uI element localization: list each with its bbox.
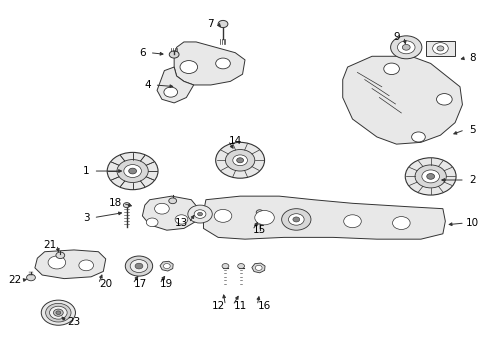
Text: 23: 23 xyxy=(67,317,81,327)
Circle shape xyxy=(49,306,67,319)
Text: 2: 2 xyxy=(469,175,475,185)
Text: 6: 6 xyxy=(139,48,146,58)
Circle shape xyxy=(218,21,228,28)
Text: 14: 14 xyxy=(229,136,242,145)
Circle shape xyxy=(125,256,153,276)
Circle shape xyxy=(237,158,244,163)
Text: 15: 15 xyxy=(253,225,266,235)
Circle shape xyxy=(163,264,170,269)
Circle shape xyxy=(256,210,263,215)
Text: 17: 17 xyxy=(133,279,147,289)
Text: 10: 10 xyxy=(466,218,479,228)
Text: 5: 5 xyxy=(469,125,475,135)
Circle shape xyxy=(343,215,361,228)
Text: 13: 13 xyxy=(175,218,188,228)
Circle shape xyxy=(155,203,169,214)
Polygon shape xyxy=(426,41,455,56)
Circle shape xyxy=(405,158,456,195)
Circle shape xyxy=(48,256,66,269)
Text: 9: 9 xyxy=(393,32,400,41)
Circle shape xyxy=(164,87,177,97)
Text: 16: 16 xyxy=(258,301,271,311)
Text: 7: 7 xyxy=(207,19,214,29)
Polygon shape xyxy=(252,263,265,273)
Text: 22: 22 xyxy=(8,275,21,285)
Circle shape xyxy=(188,205,212,223)
Circle shape xyxy=(282,209,311,230)
Circle shape xyxy=(169,51,179,58)
Circle shape xyxy=(56,252,65,258)
Polygon shape xyxy=(343,56,463,144)
Circle shape xyxy=(194,210,206,219)
Text: 19: 19 xyxy=(160,279,173,289)
Circle shape xyxy=(123,203,130,208)
Circle shape xyxy=(214,210,232,222)
Polygon shape xyxy=(35,250,106,279)
Circle shape xyxy=(56,311,61,315)
Circle shape xyxy=(433,42,448,54)
Circle shape xyxy=(107,152,158,190)
Text: 20: 20 xyxy=(99,279,112,289)
Circle shape xyxy=(169,198,176,204)
Circle shape xyxy=(147,218,158,226)
Circle shape xyxy=(238,264,245,269)
Circle shape xyxy=(130,260,148,273)
Circle shape xyxy=(427,174,435,179)
Circle shape xyxy=(46,303,71,322)
Circle shape xyxy=(26,274,35,281)
Circle shape xyxy=(415,165,446,188)
Circle shape xyxy=(422,170,440,183)
Circle shape xyxy=(222,264,229,269)
Circle shape xyxy=(391,36,422,59)
Text: 11: 11 xyxy=(234,301,247,311)
Text: 8: 8 xyxy=(469,53,475,63)
Circle shape xyxy=(41,300,75,325)
Circle shape xyxy=(384,63,399,75)
Text: 3: 3 xyxy=(83,213,90,222)
Text: 4: 4 xyxy=(144,80,150,90)
Circle shape xyxy=(402,44,410,50)
Circle shape xyxy=(79,260,94,271)
Circle shape xyxy=(197,212,202,216)
Text: 21: 21 xyxy=(43,239,56,249)
Circle shape xyxy=(225,149,255,171)
Circle shape xyxy=(412,132,425,142)
Polygon shape xyxy=(174,42,245,85)
Polygon shape xyxy=(160,261,173,271)
Circle shape xyxy=(216,58,230,69)
Circle shape xyxy=(397,41,415,54)
Circle shape xyxy=(117,159,148,183)
Circle shape xyxy=(124,165,142,177)
Circle shape xyxy=(437,46,444,51)
Circle shape xyxy=(129,168,137,174)
Circle shape xyxy=(293,217,300,222)
Text: 12: 12 xyxy=(212,301,225,311)
Polygon shape xyxy=(143,196,198,230)
Circle shape xyxy=(289,214,304,225)
Circle shape xyxy=(255,211,274,225)
Polygon shape xyxy=(203,196,445,239)
Circle shape xyxy=(180,60,197,73)
Circle shape xyxy=(175,215,188,224)
Circle shape xyxy=(233,155,247,166)
Circle shape xyxy=(437,94,452,105)
Text: 18: 18 xyxy=(109,198,122,208)
Circle shape xyxy=(216,142,265,178)
Polygon shape xyxy=(157,67,194,103)
Text: 1: 1 xyxy=(83,166,90,176)
Circle shape xyxy=(392,217,410,229)
Circle shape xyxy=(53,309,63,316)
Circle shape xyxy=(255,265,262,270)
Circle shape xyxy=(135,263,143,269)
